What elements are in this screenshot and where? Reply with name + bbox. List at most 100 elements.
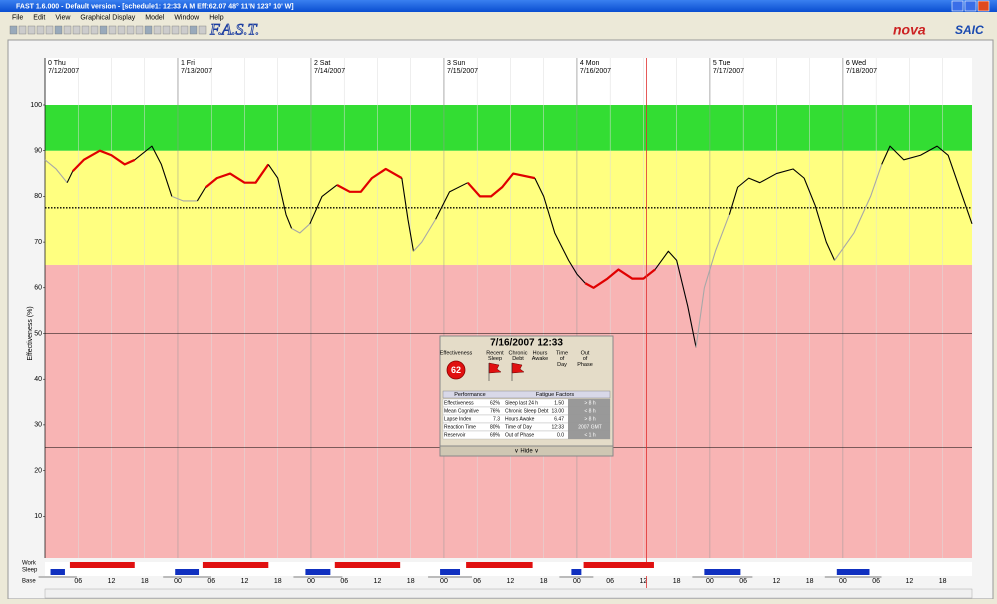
effectiveness-line — [196, 186, 207, 202]
popup-header: of — [583, 356, 588, 362]
toolbar-button[interactable] — [72, 25, 81, 35]
toolbar-button[interactable] — [171, 25, 180, 35]
toolbar-button[interactable] — [18, 25, 27, 35]
effectiveness-value: 62 — [451, 365, 461, 375]
table-cell: Mean Cognitive — [444, 408, 479, 414]
toolbar-button[interactable] — [27, 25, 36, 35]
base-shade — [38, 576, 77, 578]
popup-header: Time — [556, 350, 568, 356]
popup-header-word: of — [560, 356, 565, 362]
toolbar-button[interactable] — [63, 25, 72, 35]
hide-button[interactable] — [439, 445, 614, 457]
day-label: 0 Thu — [48, 60, 66, 67]
y-tick-label: 90 — [34, 148, 42, 155]
window-title: FAST 1.6.000 - Default version - [schedu… — [16, 2, 294, 10]
table-cell: Reservoir — [444, 432, 466, 438]
menu-item[interactable]: Graphical Display — [80, 14, 135, 21]
menu-item[interactable]: Window — [174, 14, 200, 21]
sleep-period — [836, 569, 870, 575]
toolbar-button[interactable] — [99, 25, 108, 35]
table-cell: 69% — [490, 432, 501, 438]
day-date: 7/17/2007 — [713, 68, 744, 75]
menu-item[interactable]: Help — [209, 14, 224, 21]
table-cell: > 8 h — [584, 400, 595, 406]
menu-item[interactable]: View — [55, 14, 71, 21]
effectiveness-line — [584, 268, 656, 289]
x-tick-label: 12 — [507, 578, 515, 585]
table-cell: 0.0 — [557, 432, 564, 438]
effectiveness-line — [728, 168, 836, 261]
x-tick-label: 06 — [872, 578, 880, 585]
x-tick-label: 06 — [473, 578, 481, 585]
toolbar-button[interactable] — [45, 25, 54, 35]
x-tick-label: 12 — [905, 578, 913, 585]
day-date: 7/15/2007 — [447, 68, 478, 75]
popup-header-word: Sleep — [488, 356, 502, 362]
toolbar-button[interactable] — [54, 25, 63, 35]
x-tick-label: 06 — [340, 578, 348, 585]
table-cell: Reaction Time — [444, 424, 476, 430]
menu-item[interactable]: Edit — [33, 14, 45, 21]
popup-header-word: Phase — [577, 362, 593, 368]
toolbar-button[interactable] — [81, 25, 90, 35]
toolbar-button[interactable] — [36, 25, 45, 35]
table-cell: 76% — [490, 408, 501, 414]
day-label: 3 Sun — [447, 60, 465, 67]
toolbar-button[interactable] — [162, 25, 171, 35]
x-tick-label: 18 — [806, 578, 814, 585]
x-tick-label: 12 — [773, 578, 781, 585]
table-header: Performance — [454, 392, 486, 398]
effectiveness-line — [336, 167, 403, 193]
day-date: 7/13/2007 — [181, 68, 212, 75]
band — [45, 105, 972, 151]
table-cell: Lapse Index — [444, 416, 472, 422]
scrollbar[interactable] — [44, 588, 973, 599]
day-label: 2 Sat — [314, 60, 330, 67]
toolbar-button[interactable] — [189, 25, 198, 35]
effectiveness-line — [309, 184, 338, 225]
y-axis-label: Effectiveness (%) — [27, 306, 34, 360]
effectiveness-line — [466, 172, 536, 198]
close-button[interactable] — [977, 0, 990, 12]
toolbar-button[interactable] — [135, 25, 144, 35]
toolbar-button[interactable] — [153, 25, 162, 35]
toolbar-button[interactable] — [198, 25, 207, 35]
effectiveness-line — [71, 149, 136, 173]
maximize-button[interactable] — [964, 0, 977, 12]
effectiveness-line — [413, 218, 437, 252]
work-period — [202, 562, 269, 568]
toolbar-button[interactable] — [108, 25, 117, 35]
toolbar-button[interactable] — [9, 25, 18, 35]
popup-title: 7/16/2007 12:33 — [490, 338, 563, 349]
y-tick-label: 20 — [34, 467, 42, 474]
base-shade — [692, 576, 753, 578]
base-shade — [559, 576, 594, 578]
day-date: 7/14/2007 — [314, 68, 345, 75]
y-tick-label: 30 — [34, 422, 42, 429]
minimize-button[interactable] — [951, 0, 964, 12]
nova-logo: nova — [893, 22, 926, 38]
day-label: 6 Wed — [846, 60, 866, 67]
popup-header: Sleep — [488, 356, 502, 362]
effectiveness-line — [654, 250, 697, 348]
effectiveness-line — [401, 178, 415, 252]
menu-item[interactable]: File — [12, 14, 23, 21]
effectiveness-line — [435, 182, 469, 220]
toolbar-button[interactable] — [117, 25, 126, 35]
status-cell — [568, 431, 610, 439]
x-tick-label: 18 — [540, 578, 548, 585]
x-tick-label: 00 — [573, 578, 581, 585]
toolbar-button[interactable] — [126, 25, 135, 35]
table-cell: 1.50 — [554, 400, 564, 406]
toolbar-button[interactable] — [90, 25, 99, 35]
table-cell: 2007 GMT — [578, 424, 602, 430]
menu-item[interactable]: Model — [145, 14, 165, 21]
effectiveness-line — [291, 223, 311, 234]
base-shade — [163, 576, 212, 578]
day-date: 7/18/2007 — [846, 68, 877, 75]
table-cell: Effectiveness — [444, 400, 474, 406]
effectiveness-line — [204, 163, 270, 189]
toolbar-button[interactable] — [144, 25, 153, 35]
toolbar-button[interactable] — [180, 25, 189, 35]
table-cell: Time of Day — [505, 424, 532, 430]
